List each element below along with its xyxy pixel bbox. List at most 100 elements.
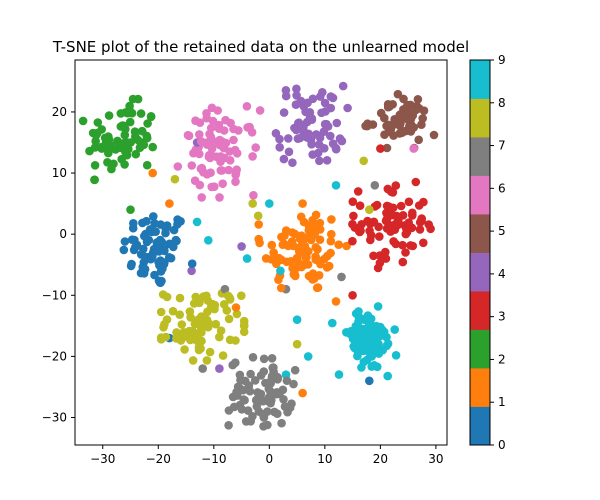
scatter-point-class-7	[280, 402, 290, 411]
scatter-point-class-3	[396, 201, 406, 211]
scatter-point-class-9	[383, 371, 393, 381]
scatter-point-class-2	[126, 205, 135, 214]
scatter-point-class-3	[414, 201, 424, 210]
scatter-point-class-8	[199, 292, 208, 301]
colorbar-tick-label: 6	[498, 181, 506, 195]
scatter-point-class-5	[385, 102, 394, 111]
scatter-point-class-0	[171, 235, 181, 245]
scatter-point-class-2	[116, 143, 125, 153]
scatter-point-class-3	[348, 236, 357, 246]
scatter-point-class-0	[138, 218, 147, 228]
scatter-point-class-8	[196, 344, 205, 353]
scatter-point-class-8	[253, 211, 263, 221]
scatter-point-class-1	[165, 199, 174, 208]
scatter-point-class-4	[292, 84, 301, 94]
scatter-point-class-6	[251, 143, 260, 152]
scatter-point-class-4	[320, 98, 330, 108]
scatter-point-class-8	[239, 320, 249, 330]
scatter-point-class-0	[150, 270, 159, 280]
scatter-point-class-6	[231, 177, 240, 186]
scatter-point-class-9	[363, 311, 373, 320]
scatter-point-class-4	[317, 108, 326, 118]
scatter-point-class-1	[291, 271, 300, 281]
scatter-point-class-1	[313, 283, 323, 292]
scatter-point-class-6	[231, 168, 241, 178]
scatter-point-class-8	[156, 307, 166, 317]
scatter-point-class-5	[401, 126, 410, 136]
scatter-point-class-6	[232, 149, 242, 158]
scatter-point-class-3	[387, 210, 396, 220]
scatter-point-class-9	[292, 315, 302, 325]
scatter-point-class-4	[316, 92, 325, 101]
scatter-point-class-9	[364, 318, 374, 328]
scatter-point-class-3	[398, 257, 408, 267]
scatter-point-class-5	[414, 135, 424, 145]
scatter-point-class-9	[353, 347, 363, 357]
scatter-point-class-5	[419, 106, 429, 115]
scatter-point-class-1	[280, 231, 289, 240]
x-tick-label: 0	[266, 452, 274, 466]
scatter-point-class-3	[369, 251, 378, 261]
scatter-point-class-2	[91, 136, 100, 146]
scatter-point-class-1	[261, 254, 271, 263]
scatter-point-class-1	[322, 263, 332, 272]
scatter-point-class-4	[337, 136, 347, 146]
scatter-point-class-1	[327, 215, 336, 224]
scatter-point-class-9	[204, 236, 213, 245]
y-tick-label: −30	[42, 411, 67, 425]
scatter-point-class-9	[192, 217, 202, 227]
scatter-point-class-7	[290, 365, 300, 375]
colorbar-tick-label: 4	[498, 267, 506, 281]
scatter-point-class-6	[216, 152, 225, 161]
scatter-point-class-7	[282, 376, 292, 386]
scatter-point-class-2	[142, 160, 152, 170]
scatter-point-class-2	[97, 142, 107, 152]
scatter-point-class-3	[353, 187, 363, 196]
scatter-point-class-7	[236, 375, 245, 385]
scatter-point-class-2	[109, 159, 118, 169]
scatter-point-class-2	[91, 130, 101, 139]
scatter-point-class-9	[242, 254, 252, 263]
scatter-point-class-4	[187, 266, 196, 276]
scatter-point-class-3	[365, 226, 374, 236]
scatter-point-class-9	[373, 362, 382, 372]
scatter-point-class-6	[249, 191, 258, 200]
scatter-point-class-1	[292, 253, 302, 263]
y-tick-label: −10	[42, 288, 67, 302]
scatter-point-class-1	[311, 243, 321, 252]
scatter-point-class-0	[169, 242, 178, 252]
scatter-point-class-4	[302, 133, 312, 142]
scatter-point-class-5	[382, 143, 392, 153]
scatter-point-class-4	[279, 154, 289, 164]
scatter-point-class-4	[215, 364, 224, 373]
scatter-point-class-1	[298, 199, 307, 208]
scatter-point-class-4	[294, 120, 303, 129]
scatter-point-class-6	[234, 126, 243, 135]
scatter-point-class-8	[210, 304, 219, 314]
scatter-point-class-4	[281, 91, 291, 101]
scatter-point-class-0	[142, 237, 152, 247]
scatter-point-class-7	[271, 389, 281, 399]
scatter-point-class-2	[93, 118, 103, 127]
scatter-point-class-3	[398, 240, 407, 250]
scatter-point-class-2	[90, 175, 99, 185]
scatter-point-class-4	[279, 108, 289, 117]
scatter-point-class-8	[202, 356, 212, 365]
scatter-point-class-5	[368, 120, 378, 129]
scatter-point-class-9	[265, 199, 274, 208]
plot-area	[74, 59, 448, 446]
scatter-point-class-7	[277, 418, 286, 428]
colorbar-tick-label: 8	[498, 96, 506, 110]
colorbar-segment-2	[470, 329, 490, 369]
scatter-point-class-3	[391, 181, 401, 190]
scatter-point-class-1	[294, 247, 304, 256]
scatter-point-class-9	[354, 307, 363, 316]
scatter-point-class-5	[361, 121, 370, 131]
colorbar-segment-3	[470, 291, 490, 330]
scatter-point-class-7	[198, 364, 207, 373]
scatter-point-class-7	[263, 407, 272, 416]
scatter-point-class-7	[224, 421, 233, 430]
scatter-point-class-8	[172, 334, 181, 343]
scatter-point-class-6	[202, 109, 211, 118]
